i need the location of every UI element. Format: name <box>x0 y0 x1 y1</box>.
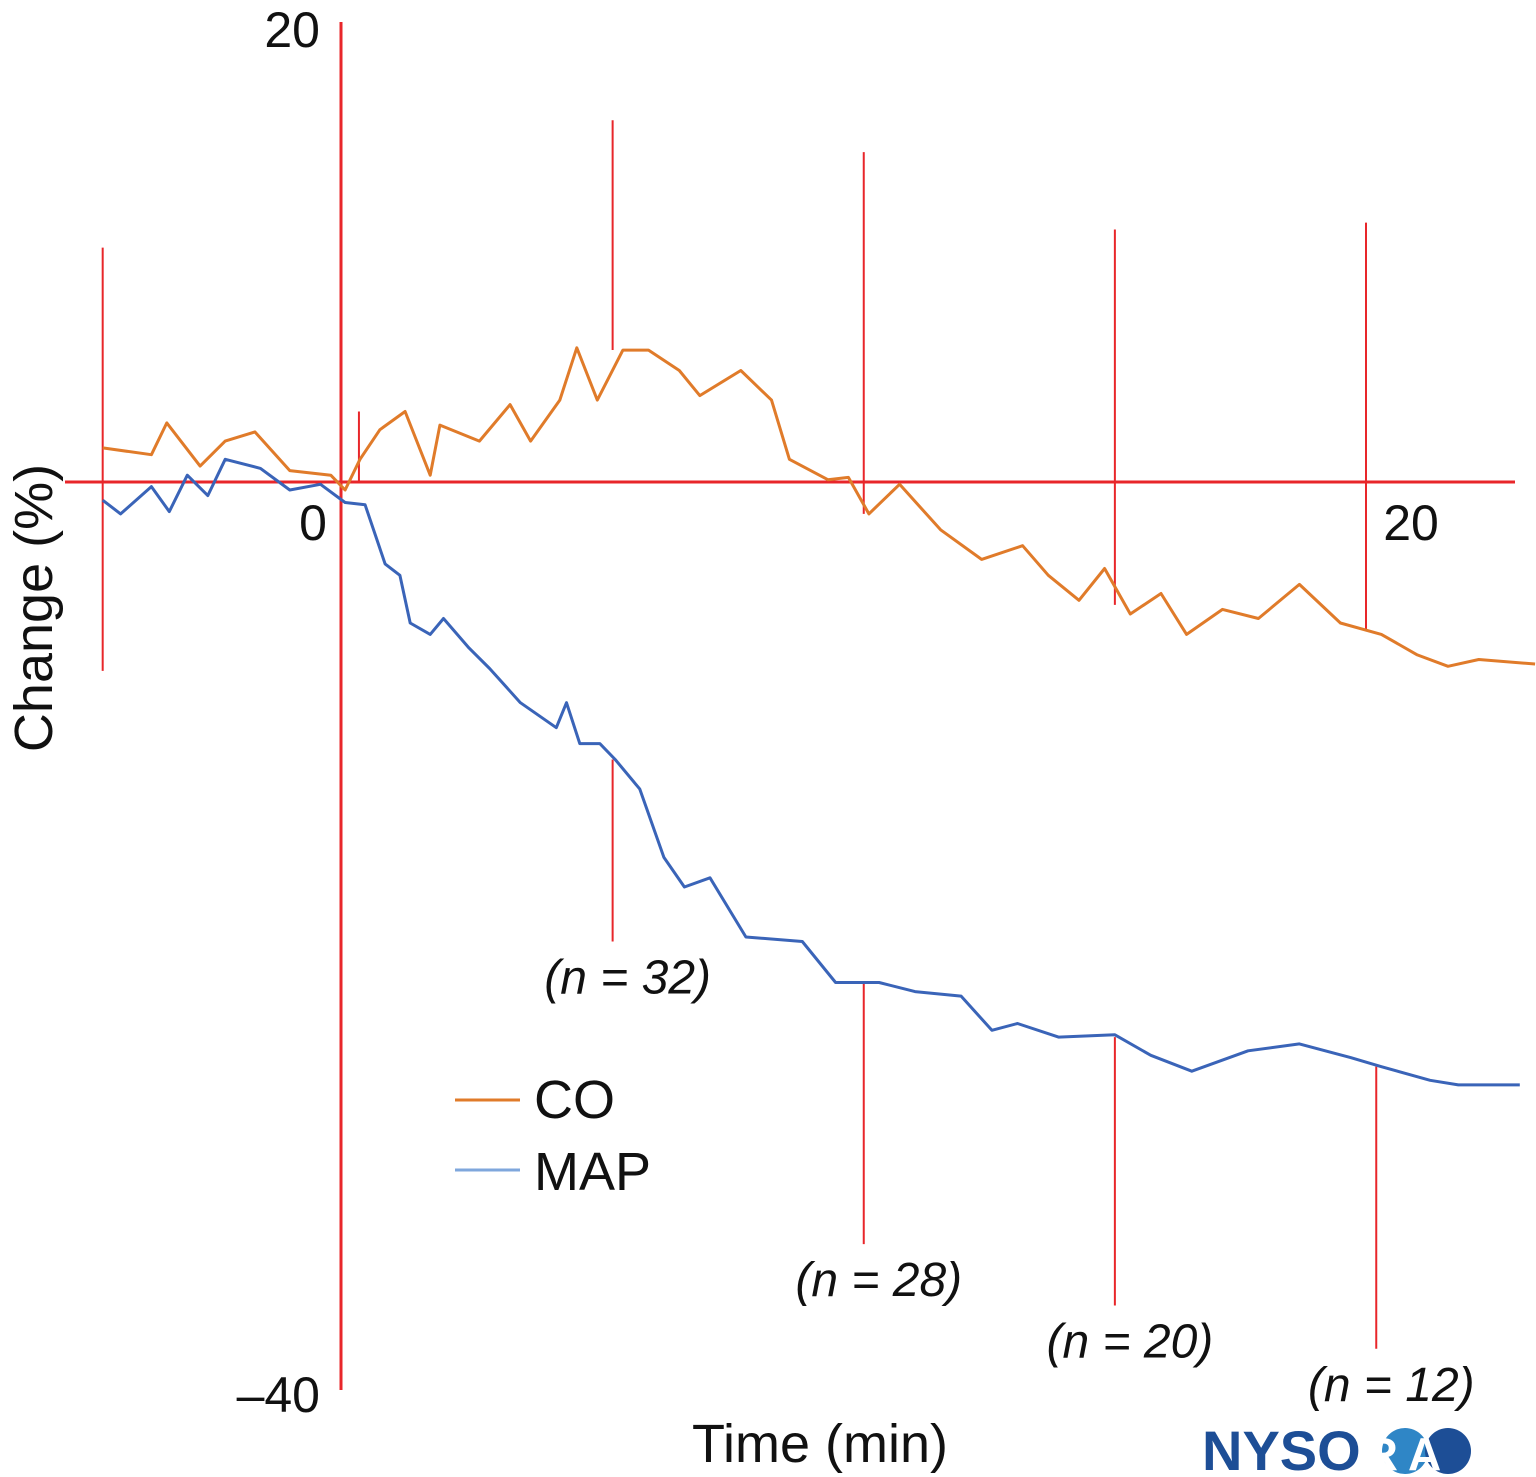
x-tick-label: 20 <box>1383 495 1439 551</box>
nysora-watermark: NYSOR A <box>1202 1419 1471 1477</box>
n-annotation: (n = 20) <box>1046 1316 1213 1369</box>
tick-labels: 0 20 20 –40 <box>237 2 1439 1423</box>
y-tick-label: –40 <box>237 1367 320 1423</box>
series-line-co <box>102 346 1536 668</box>
legend-map-label: MAP <box>534 1142 651 1202</box>
n-annotation: (n = 12) <box>1308 1359 1475 1412</box>
legend: CO MAP <box>455 1070 651 1202</box>
n-annotation: (n = 28) <box>795 1254 962 1307</box>
series-lines <box>101 346 1536 1087</box>
legend-co-label: CO <box>534 1070 615 1130</box>
y-axis-label: Change (%) <box>4 464 64 752</box>
series-line-map <box>101 457 1520 1087</box>
watermark-circle-r <box>1382 1428 1428 1474</box>
x-tick-label: 0 <box>299 495 327 551</box>
error-bars <box>101 120 1378 1349</box>
n-annotation: (n = 32) <box>544 952 711 1005</box>
n-annotations: (n = 32) (n = 28) (n = 20) (n = 12) <box>544 952 1474 1412</box>
y-tick-label: 20 <box>264 2 320 58</box>
x-axis-label: Time (min) <box>692 1414 948 1474</box>
watermark-circle-a <box>1425 1428 1471 1474</box>
